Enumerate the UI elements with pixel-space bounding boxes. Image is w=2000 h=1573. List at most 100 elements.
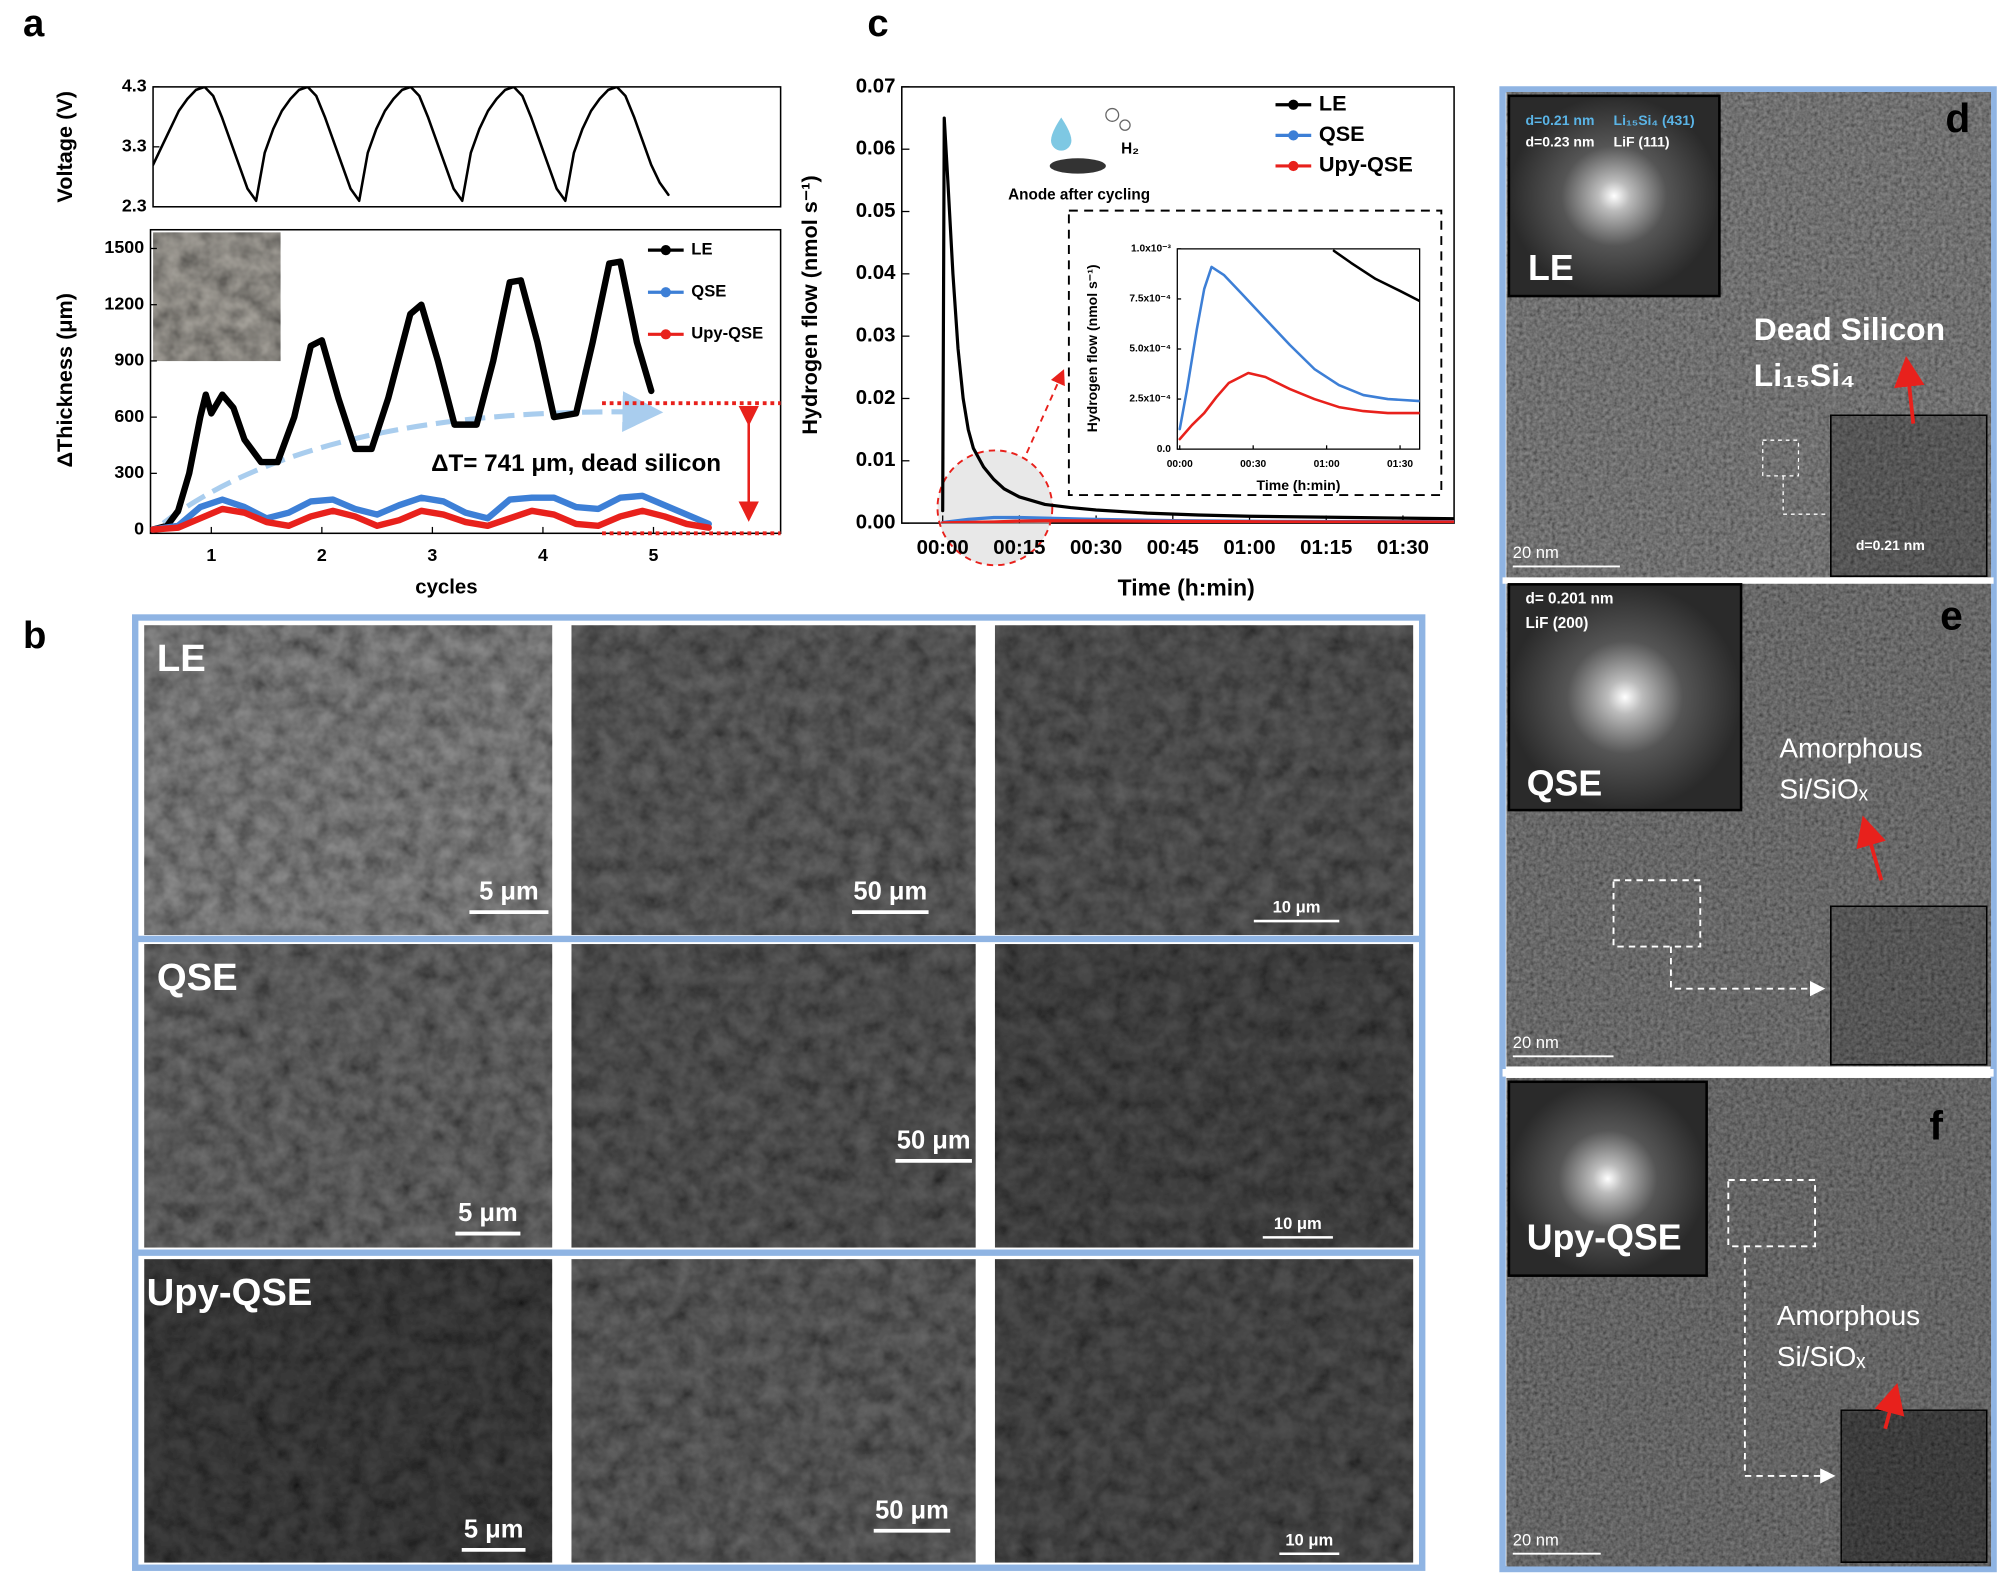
- scale-label: 5 μm: [479, 878, 539, 906]
- bubble-icon: [1119, 119, 1131, 131]
- sem-image: [994, 944, 1414, 1248]
- data-line: [1178, 371, 1420, 441]
- sem-image: [571, 625, 976, 936]
- y-tick-label: 0: [134, 518, 144, 538]
- y-tick-label: 600: [114, 406, 144, 426]
- scale-label: 20 nm: [1513, 1530, 1559, 1549]
- axis-box: [149, 228, 782, 535]
- scale-label: 10 μm: [1274, 1214, 1322, 1233]
- zoom-arrow: [1025, 369, 1065, 454]
- zoom-circle: [936, 449, 1054, 567]
- fft-inset: [1507, 1080, 1708, 1277]
- tem-panels: d e f d=0.21 nm Li₁₅Si₄ (431) d=0.23 nm …: [1499, 86, 1997, 1573]
- pointer-arrow: [1856, 815, 1886, 881]
- legend-marker: [1288, 130, 1299, 141]
- y-tick-label: 3.3: [122, 136, 147, 156]
- sem-image: [144, 944, 553, 1248]
- x-tick-label: 1: [206, 545, 216, 565]
- sem-grid: LE 5 μm 50 μm 10 μm QSE 5 μm 50 μm 10 μm Upy-QSE…: [144, 625, 1414, 1563]
- y-tick-label: 0.05: [856, 200, 896, 222]
- scale-label: 20 nm: [1513, 1033, 1559, 1052]
- data-line: [150, 258, 655, 533]
- panel-label: b: [23, 614, 46, 657]
- y-tick-label: 0.01: [856, 449, 896, 471]
- y-tick-label: 0.06: [856, 138, 896, 160]
- y-tick-label: 900: [114, 350, 144, 370]
- scale-label: 10 μm: [1273, 898, 1321, 917]
- y-tick-label: 5.0x10⁻⁴: [1129, 344, 1171, 355]
- x-tick-label: 01:30: [1387, 459, 1413, 470]
- scale-label: 20 nm: [1513, 543, 1559, 562]
- y-tick-label: 2.5x10⁻⁴: [1129, 394, 1171, 405]
- y-tick-label: 300: [114, 462, 144, 482]
- legend-label: Upy-QSE: [691, 324, 763, 343]
- y-tick-label: 7.5x10⁻⁴: [1129, 294, 1171, 305]
- x-axis-label: Time (h:min): [1257, 477, 1341, 493]
- sem-image: [994, 625, 1414, 936]
- panel-frame: [132, 614, 1426, 1571]
- annotation: Si/SiOₓ: [1779, 773, 1868, 804]
- fft-text: LiF (111): [1614, 134, 1670, 150]
- annotation: Li₁₅Si₄: [1754, 357, 1855, 393]
- sample-label: LE: [1528, 248, 1574, 288]
- pointer-arrow: [1894, 356, 1925, 424]
- legend-marker: [660, 329, 671, 340]
- zoom-inset: [1829, 413, 1989, 578]
- panel-label: e: [1940, 593, 1963, 639]
- droplet-icon: [1051, 117, 1072, 151]
- roi-box: [1727, 1179, 1817, 1248]
- anode-icon: [1049, 158, 1106, 174]
- data-line: [941, 116, 1455, 521]
- panel-label: f: [1929, 1103, 1943, 1149]
- y-axis-label: Hydrogen flow (nmol s⁻¹): [1084, 264, 1100, 432]
- fft-inset: [1507, 583, 1743, 812]
- scale-label: 5 μm: [464, 1515, 524, 1543]
- y-tick-label: 4.3: [122, 76, 147, 96]
- scale-label: 50 μm: [875, 1496, 949, 1524]
- panel-label: c: [867, 2, 888, 45]
- x-tick-label: 4: [538, 545, 548, 565]
- axis-box: [152, 86, 782, 208]
- x-axis-label: Time (h:min): [1118, 574, 1255, 600]
- sample-label: QSE: [1527, 763, 1602, 803]
- scale-label: 50 μm: [853, 878, 927, 906]
- roi-box: [1762, 439, 1800, 477]
- pointer-arrow: [1874, 1383, 1905, 1430]
- roi-link: [1669, 946, 1826, 997]
- data-line: [1332, 249, 1420, 303]
- legend-marker: [1288, 99, 1299, 110]
- data-line: [941, 519, 1455, 524]
- panel-label: d: [1945, 95, 1970, 141]
- inset-photo: [153, 232, 281, 362]
- annotation: Dead Silicon: [1754, 311, 1945, 347]
- x-tick-label: 00:00: [917, 537, 969, 559]
- sem-image: [571, 944, 976, 1248]
- y-axis-label: ΔThickness (μm): [52, 293, 77, 468]
- sem-image: [994, 1259, 1414, 1563]
- roi-link: [1743, 1246, 1836, 1484]
- y-tick-label: 1200: [104, 293, 144, 313]
- data-line: [153, 86, 670, 203]
- sem-image: [144, 1259, 553, 1563]
- x-tick-label: 00:30: [1240, 459, 1266, 470]
- y-tick-label: 2.3: [122, 195, 147, 215]
- annotation: Amorphous: [1777, 1300, 1920, 1331]
- y-tick-label: 0.07: [856, 75, 896, 97]
- x-tick-label: 2: [317, 545, 327, 565]
- panel-frame: [1499, 86, 1997, 1573]
- y-axis-label: Hydrogen flow (nmol s⁻¹): [797, 175, 822, 434]
- scale-label: 50 μm: [897, 1126, 971, 1154]
- y-axis-label: Voltage (V): [52, 91, 77, 203]
- legend-label: QSE: [691, 282, 726, 301]
- scale-label: 10 μm: [1285, 1530, 1333, 1549]
- y-tick-label: 0.04: [856, 262, 896, 284]
- zoom-inset: [1839, 1408, 1989, 1564]
- fft-text: d=0.21 nm: [1526, 112, 1595, 128]
- fft-inset: [1507, 94, 1721, 298]
- legend-marker: [1288, 160, 1299, 172]
- legend-label: QSE: [1319, 121, 1365, 146]
- fft-text: d= 0.201 nm: [1526, 591, 1614, 608]
- x-tick-label: 5: [649, 545, 659, 565]
- sem-image: [144, 625, 553, 936]
